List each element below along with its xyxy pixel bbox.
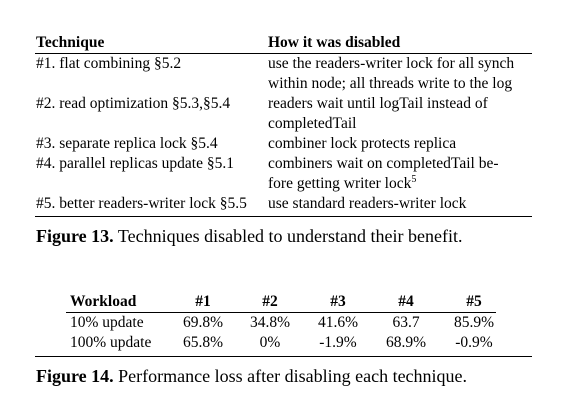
fig13-row4-line2: fore getting writer lock5 [268,174,416,194]
fig14-row2-c3: -1.9% [319,334,357,351]
fig13-row4-line2-text: fore getting writer lock [268,175,412,192]
figure13-caption: Figure 13. Techniques disabled to unders… [36,225,463,247]
fig14-header-workload: Workload [70,293,137,310]
fig14-row2-c2: 0% [259,334,281,351]
fig13-row1-technique: #1. flat combining §5.2 [36,55,182,72]
fig14-header-5: #5 [466,293,482,310]
fig13-row4-line1: combiners wait on completedTail be- [268,155,499,172]
fig14-row1-c1: 69.8% [182,314,224,331]
fig13-row2-technique: #2. read optimization §5.3,§5.4 [36,95,231,112]
fig13-row2-line2: completedTail [268,115,357,132]
fig13-row3-line1: combiner lock protects replica [268,135,457,152]
fig14-row1-c2: 34.8% [249,314,291,331]
figure13-caption-text: Techniques disabled to understand their … [117,226,463,246]
footnote-marker: 5 [411,174,417,185]
figure14-caption: Figure 14. Performance loss after disabl… [36,365,467,387]
figure14-caption-text: Performance loss after disabling each te… [118,366,468,386]
fig13-row5-line1: use standard readers-writer lock [268,195,467,212]
fig13-row5-technique: #5. better readers-writer lock §5.5 [36,195,247,212]
fig14-row1-c4: 63.7 [392,314,420,331]
fig13-header-rule [35,53,532,54]
fig14-row2-c4: 68.9% [385,334,427,351]
fig13-row2-line1: readers wait until logTail instead of [268,95,488,112]
fig13-bottom-rule [35,216,532,217]
fig13-header-technique: Technique [36,34,105,51]
fig14-header-3: #3 [330,293,346,310]
fig14-header-2: #2 [262,293,278,310]
fig13-row4-technique: #4. parallel replicas update §5.1 [36,155,234,172]
fig14-row1-workload: 10% update [70,314,144,331]
fig14-bottom-rule [35,356,532,357]
fig13-header-how-disabled: How it was disabled [268,34,401,51]
fig14-row2-workload: 100% update [70,334,152,351]
fig14-header-rule [66,312,496,313]
fig14-row2-c1: 65.8% [182,334,224,351]
fig14-header-4: #4 [398,293,414,310]
figure13-caption-label: Figure 13. [36,226,114,246]
fig14-row1-c5: 85.9% [453,314,495,331]
figure14-caption-label: Figure 14. [36,366,114,386]
fig14-row2-c5: -0.9% [455,334,493,351]
fig13-row1-line2: within node; all threads write to the lo… [268,75,513,92]
fig14-row1-c3: 41.6% [317,314,359,331]
fig14-header-1: #1 [195,293,211,310]
fig13-row3-technique: #3. separate replica lock §5.4 [36,135,218,152]
fig13-row1-line1: use the readers-writer lock for all sync… [268,55,515,72]
